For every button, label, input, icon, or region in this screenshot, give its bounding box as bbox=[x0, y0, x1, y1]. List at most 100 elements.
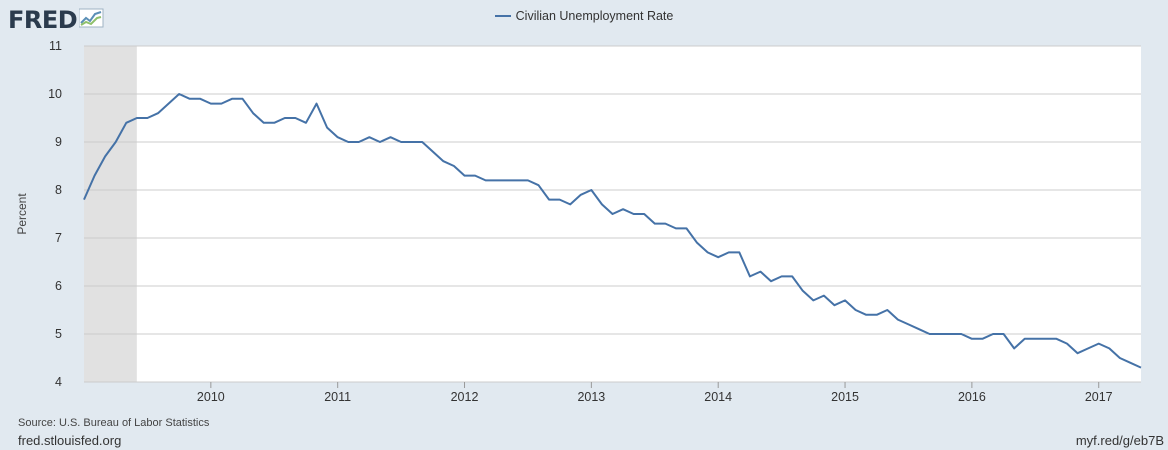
data-point[interactable] bbox=[927, 332, 932, 337]
data-point[interactable] bbox=[684, 226, 689, 231]
data-point[interactable] bbox=[864, 312, 869, 317]
data-point[interactable] bbox=[716, 255, 721, 260]
data-point[interactable] bbox=[1001, 332, 1006, 337]
data-point[interactable] bbox=[483, 178, 488, 183]
data-point[interactable] bbox=[906, 322, 911, 327]
short-link[interactable]: myf.red/g/eb7B bbox=[1075, 433, 1164, 448]
data-point[interactable] bbox=[229, 96, 234, 101]
data-point[interactable] bbox=[874, 312, 879, 317]
data-point[interactable] bbox=[769, 279, 774, 284]
data-point[interactable] bbox=[420, 140, 425, 145]
data-point[interactable] bbox=[462, 173, 467, 178]
data-point[interactable] bbox=[356, 140, 361, 145]
data-point[interactable] bbox=[451, 164, 456, 169]
site-link[interactable]: fred.stlouisfed.org bbox=[18, 433, 122, 448]
data-point[interactable] bbox=[695, 240, 700, 245]
data-point[interactable] bbox=[991, 332, 996, 337]
data-point[interactable] bbox=[303, 120, 308, 125]
data-point[interactable] bbox=[758, 269, 763, 274]
data-point[interactable] bbox=[325, 125, 330, 130]
data-point[interactable] bbox=[177, 92, 182, 97]
data-point[interactable] bbox=[261, 120, 266, 125]
data-point[interactable] bbox=[113, 140, 118, 145]
data-point[interactable] bbox=[843, 298, 848, 303]
data-point[interactable] bbox=[388, 135, 393, 140]
data-point[interactable] bbox=[821, 293, 826, 298]
data-point[interactable] bbox=[969, 336, 974, 341]
data-point[interactable] bbox=[895, 317, 900, 322]
data-point[interactable] bbox=[747, 274, 752, 279]
data-point[interactable] bbox=[705, 250, 710, 255]
data-point[interactable] bbox=[536, 183, 541, 188]
data-point[interactable] bbox=[208, 101, 213, 106]
data-point[interactable] bbox=[525, 178, 530, 183]
data-point[interactable] bbox=[779, 274, 784, 279]
data-point[interactable] bbox=[145, 116, 150, 121]
data-point[interactable] bbox=[272, 120, 277, 125]
data-point[interactable] bbox=[103, 154, 108, 159]
data-point[interactable] bbox=[282, 116, 287, 121]
data-point[interactable] bbox=[430, 149, 435, 154]
data-point[interactable] bbox=[377, 140, 382, 145]
data-point[interactable] bbox=[853, 308, 858, 313]
data-point[interactable] bbox=[917, 327, 922, 332]
data-point[interactable] bbox=[1012, 346, 1017, 351]
data-point[interactable] bbox=[1139, 365, 1144, 370]
data-point[interactable] bbox=[240, 96, 245, 101]
data-point[interactable] bbox=[515, 178, 520, 183]
data-point[interactable] bbox=[726, 250, 731, 255]
data-point[interactable] bbox=[219, 101, 224, 106]
data-point[interactable] bbox=[547, 197, 552, 202]
data-point[interactable] bbox=[589, 188, 594, 193]
data-point[interactable] bbox=[1086, 346, 1091, 351]
data-point[interactable] bbox=[399, 140, 404, 145]
data-point[interactable] bbox=[251, 111, 256, 116]
data-point[interactable] bbox=[335, 135, 340, 140]
data-point[interactable] bbox=[134, 116, 139, 121]
data-point[interactable] bbox=[557, 197, 562, 202]
data-point[interactable] bbox=[832, 303, 837, 308]
data-point[interactable] bbox=[187, 96, 192, 101]
data-point[interactable] bbox=[314, 101, 319, 106]
data-point[interactable] bbox=[82, 197, 87, 202]
data-point[interactable] bbox=[1096, 341, 1101, 346]
data-point[interactable] bbox=[652, 221, 657, 226]
data-point[interactable] bbox=[673, 226, 678, 231]
data-point[interactable] bbox=[790, 274, 795, 279]
data-point[interactable] bbox=[155, 111, 160, 116]
data-point[interactable] bbox=[938, 332, 943, 337]
data-point[interactable] bbox=[811, 298, 816, 303]
data-point[interactable] bbox=[621, 207, 626, 212]
data-point[interactable] bbox=[631, 212, 636, 217]
data-point[interactable] bbox=[599, 202, 604, 207]
data-point[interactable] bbox=[568, 202, 573, 207]
data-point[interactable] bbox=[1107, 346, 1112, 351]
data-point[interactable] bbox=[124, 120, 129, 125]
data-point[interactable] bbox=[441, 159, 446, 164]
data-point[interactable] bbox=[948, 332, 953, 337]
data-point[interactable] bbox=[737, 250, 742, 255]
data-point[interactable] bbox=[1033, 336, 1038, 341]
data-point[interactable] bbox=[166, 101, 171, 106]
data-point[interactable] bbox=[1043, 336, 1048, 341]
data-point[interactable] bbox=[578, 192, 583, 197]
data-point[interactable] bbox=[980, 336, 985, 341]
data-point[interactable] bbox=[494, 178, 499, 183]
series-line[interactable] bbox=[83, 93, 1142, 369]
data-point[interactable] bbox=[663, 221, 668, 226]
data-point[interactable] bbox=[1065, 341, 1070, 346]
data-point[interactable] bbox=[959, 332, 964, 337]
data-point[interactable] bbox=[1054, 336, 1059, 341]
data-point[interactable] bbox=[409, 140, 414, 145]
data-point[interactable] bbox=[800, 288, 805, 293]
data-point[interactable] bbox=[885, 308, 890, 313]
data-point[interactable] bbox=[1022, 336, 1027, 341]
data-point[interactable] bbox=[367, 135, 372, 140]
data-point[interactable] bbox=[642, 212, 647, 217]
data-point[interactable] bbox=[473, 173, 478, 178]
data-point[interactable] bbox=[92, 173, 97, 178]
data-point[interactable] bbox=[198, 96, 203, 101]
data-point[interactable] bbox=[293, 116, 298, 121]
data-point[interactable] bbox=[1117, 356, 1122, 361]
data-point[interactable] bbox=[1128, 360, 1133, 365]
